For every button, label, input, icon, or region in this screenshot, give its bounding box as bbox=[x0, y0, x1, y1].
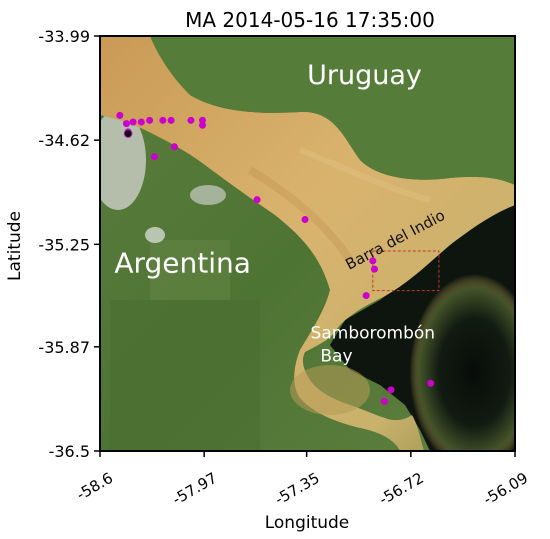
y-tick-label: -36.5 bbox=[49, 442, 90, 461]
station-marker bbox=[137, 118, 145, 126]
station-marker bbox=[199, 121, 207, 129]
station-marker bbox=[253, 196, 261, 204]
x-tick-label: -56.72 bbox=[376, 469, 427, 509]
station-marker bbox=[116, 111, 124, 119]
plume-streak bbox=[298, 147, 431, 203]
y-tick-label: -33.99 bbox=[38, 27, 90, 46]
map-title: MA 2014-05-16 17:35:00 bbox=[185, 8, 435, 32]
station-marker bbox=[387, 386, 395, 394]
station-marker bbox=[122, 120, 130, 128]
label-samborombon: Samborombón bbox=[311, 324, 436, 344]
x-tick-label: -57.97 bbox=[169, 469, 220, 509]
station-marker bbox=[199, 116, 207, 124]
x-tick-label: -56.09 bbox=[480, 469, 531, 509]
urban-area-la-plata bbox=[190, 185, 226, 205]
station-marker bbox=[159, 116, 167, 124]
y-axis-label: Latitude bbox=[5, 211, 25, 281]
station-marker bbox=[170, 143, 178, 151]
station-marker bbox=[151, 153, 159, 161]
satellite-basemap bbox=[100, 36, 515, 451]
station-marker bbox=[129, 118, 137, 126]
urban-area-buenos-aires bbox=[100, 110, 146, 210]
uruguay-coast bbox=[150, 36, 515, 185]
station-marker bbox=[301, 216, 309, 224]
x-axis-label: Longitude bbox=[265, 513, 350, 533]
station-marker bbox=[362, 292, 370, 300]
station-marker bbox=[146, 116, 154, 124]
label-uruguay: Uruguay bbox=[307, 60, 422, 91]
land-patch bbox=[110, 300, 260, 450]
land-patch bbox=[150, 240, 230, 300]
x-tick-label: -57.35 bbox=[272, 469, 323, 509]
bay-turbid-plume bbox=[290, 365, 370, 415]
station-marker-highlight bbox=[123, 129, 133, 138]
station-marker bbox=[370, 265, 378, 273]
label-argentina: Argentina bbox=[114, 246, 251, 279]
y-tick-label: -34.62 bbox=[38, 131, 90, 150]
y-tick-label: -35.25 bbox=[38, 235, 90, 254]
station-marker bbox=[369, 257, 377, 265]
y-tick-label: -35.87 bbox=[38, 338, 90, 357]
plot-frame bbox=[99, 35, 516, 452]
station-marker bbox=[167, 116, 175, 124]
label-bay: Bay bbox=[320, 347, 352, 367]
plume-streak bbox=[247, 166, 354, 263]
station-marker bbox=[187, 116, 195, 124]
station-marker bbox=[427, 379, 435, 387]
cloud-patch bbox=[145, 227, 165, 243]
x-tick-label: -58.6 bbox=[73, 469, 116, 504]
station-marker bbox=[380, 397, 388, 405]
turbid-estuary-water bbox=[100, 36, 515, 451]
